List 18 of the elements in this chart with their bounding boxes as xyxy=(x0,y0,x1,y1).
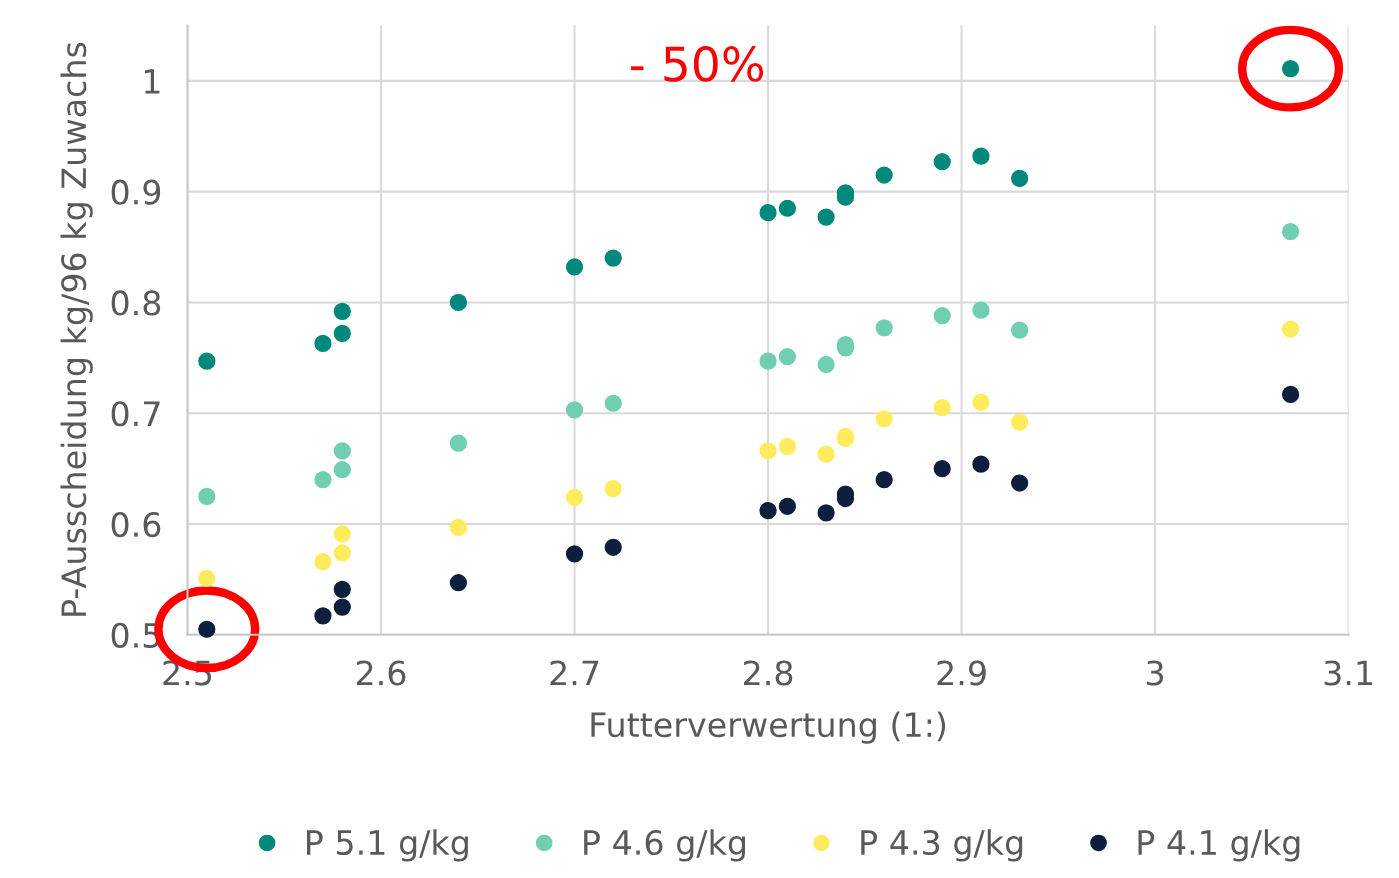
y-tick-label: 1 xyxy=(144,69,160,94)
x-axis-title: Futterverwertung (1:) xyxy=(591,711,946,744)
legend-label: P 5.1 g/kg xyxy=(307,829,468,862)
y-tick-label: 0.9 xyxy=(111,179,161,205)
x-tick-label: 3 xyxy=(1147,660,1164,686)
annotation: - 50% xyxy=(631,46,764,82)
x-tick-label: 2.9 xyxy=(937,660,986,686)
x-tick-label: 3.1 xyxy=(1324,660,1373,686)
x-tick-label: 2.7 xyxy=(550,660,599,686)
y-tick-label: 0.8 xyxy=(111,290,161,316)
y-tick-label: 0.6 xyxy=(111,511,161,538)
x-tick-label: 2.6 xyxy=(356,660,406,686)
legend-label: P 4.3 g/kg xyxy=(861,829,1023,862)
y-tick-label: 0.7 xyxy=(111,401,160,427)
legend-label: P 4.6 g/kg xyxy=(584,829,746,862)
y-axis-title: P-Ausscheidung kg/96 kg Zuwachs xyxy=(60,42,93,616)
legend-label: P 4.1 g/kg xyxy=(1138,829,1300,862)
x-tick-label: 2.8 xyxy=(743,660,793,686)
